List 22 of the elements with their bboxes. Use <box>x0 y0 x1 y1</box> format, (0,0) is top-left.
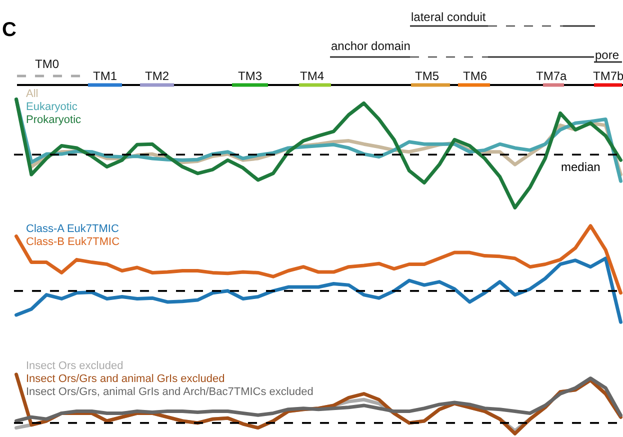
text: TM1 <box>93 69 118 83</box>
text: lateral conduit <box>411 10 486 24</box>
series-label: Class-B Euk7TMIC <box>26 236 120 248</box>
text: TM0 <box>35 57 60 71</box>
text: TM7a <box>536 69 567 83</box>
text: anchor domain <box>331 39 410 53</box>
series-label: Prokaryotic <box>26 114 82 126</box>
text: TM4 <box>300 69 324 83</box>
ref-line-label: median <box>561 160 600 174</box>
series-label: Insect Ors/Grs, animal GrIs and Arch/Bac7TMICs excluded <box>26 386 314 398</box>
text: TM3 <box>238 69 262 83</box>
text: pore <box>595 48 620 62</box>
chart-title: C <box>2 19 16 41</box>
text: TM7b <box>593 69 623 83</box>
series-label: Eukaryotic <box>26 101 78 113</box>
text: Class-A Euk7TMIC <box>26 223 119 235</box>
text: TM6 <box>463 69 488 83</box>
text: Insect Ors excluded <box>26 360 124 372</box>
text: TM2 <box>145 69 170 83</box>
series-label: Insect Ors/Grs and animal GrIs excluded <box>26 373 225 385</box>
series-label: All <box>26 88 38 100</box>
text: TM5 <box>415 69 440 83</box>
